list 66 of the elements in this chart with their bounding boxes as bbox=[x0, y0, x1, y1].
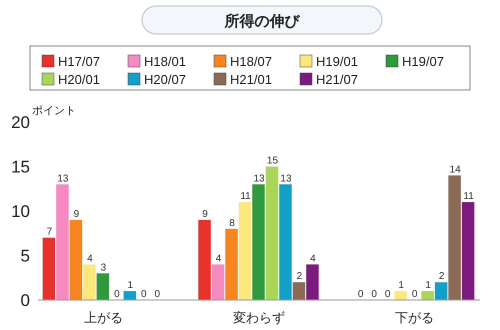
data-label: 0 bbox=[371, 289, 378, 300]
data-label: 11 bbox=[240, 191, 252, 202]
data-label: 11 bbox=[463, 191, 474, 202]
legend-label: H17/07 bbox=[58, 54, 100, 69]
data-label: 9 bbox=[74, 208, 80, 220]
bar bbox=[292, 282, 306, 300]
data-label: 4 bbox=[87, 253, 94, 264]
data-label: 0 bbox=[141, 289, 148, 300]
bar bbox=[434, 282, 448, 300]
bar bbox=[198, 220, 211, 300]
y-tick-label: 20 bbox=[11, 113, 30, 132]
bar bbox=[238, 202, 252, 300]
bar bbox=[279, 184, 292, 300]
data-label: 9 bbox=[202, 208, 208, 220]
data-label: 1 bbox=[398, 280, 404, 292]
legend-label: H19/01 bbox=[316, 54, 358, 69]
data-label: 0 bbox=[154, 289, 161, 300]
bar bbox=[96, 273, 110, 300]
bar bbox=[252, 184, 265, 300]
data-label: 0 bbox=[114, 289, 120, 300]
x-tick-label: 変わらず bbox=[233, 310, 285, 325]
data-label: 13 bbox=[253, 173, 265, 184]
legend-label: H18/07 bbox=[230, 54, 272, 69]
legend-label: H20/07 bbox=[144, 72, 186, 87]
bar bbox=[83, 264, 96, 300]
y-axis-title: ポイント bbox=[32, 105, 76, 117]
y-tick-label: 15 bbox=[11, 158, 30, 176]
y-tick-label: 0 bbox=[20, 291, 30, 310]
data-label: 15 bbox=[266, 156, 278, 166]
bar bbox=[448, 175, 461, 300]
data-label: 4 bbox=[216, 253, 222, 264]
bar bbox=[42, 238, 56, 300]
chart-title: 所得の伸び bbox=[224, 13, 300, 30]
bar bbox=[394, 291, 407, 300]
data-label: 14 bbox=[450, 164, 462, 176]
legend-label: H21/01 bbox=[230, 72, 272, 87]
data-label: 2 bbox=[438, 271, 445, 282]
legend-label: H20/01 bbox=[58, 72, 100, 87]
bar bbox=[266, 166, 278, 300]
bar bbox=[70, 220, 82, 300]
x-tick-label: 上がる bbox=[84, 310, 123, 325]
data-label: 0 bbox=[384, 289, 391, 300]
data-label: 4 bbox=[310, 253, 316, 264]
bar bbox=[462, 202, 474, 300]
data-label: 0 bbox=[358, 289, 364, 300]
data-label: 1 bbox=[425, 280, 432, 292]
bar bbox=[421, 291, 434, 300]
x-tick-label: 下がる bbox=[395, 310, 434, 325]
data-label: 8 bbox=[229, 218, 236, 229]
bar bbox=[124, 291, 136, 300]
bar bbox=[56, 184, 69, 300]
legend-label: H18/01 bbox=[144, 54, 186, 69]
data-label: 13 bbox=[57, 173, 69, 184]
bar bbox=[212, 264, 224, 300]
data-label: 1 bbox=[128, 280, 134, 292]
data-label: 3 bbox=[100, 262, 107, 274]
y-tick-label: 5 bbox=[20, 246, 30, 266]
legend-label: H19/07 bbox=[402, 54, 444, 69]
data-label: 7 bbox=[46, 226, 53, 238]
data-label: 13 bbox=[280, 173, 292, 184]
data-label: 2 bbox=[296, 271, 303, 282]
legend-label: H21/07 bbox=[316, 72, 358, 87]
bar bbox=[225, 228, 238, 300]
y-tick-label: 10 bbox=[11, 202, 30, 221]
data-label: 0 bbox=[412, 289, 418, 300]
bar bbox=[306, 264, 319, 300]
